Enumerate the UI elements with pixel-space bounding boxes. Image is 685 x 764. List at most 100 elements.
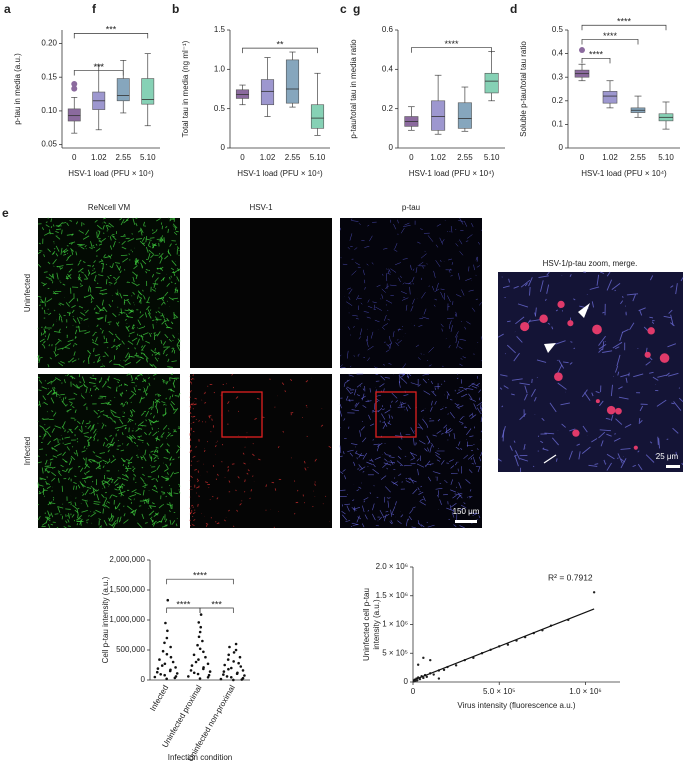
texture: [540, 440, 544, 444]
texture: [41, 227, 44, 231]
point: [197, 635, 201, 639]
box: [116, 78, 130, 102]
texture: [429, 441, 431, 444]
texture: [237, 476, 240, 479]
texture: [506, 344, 516, 354]
texture: [103, 519, 108, 526]
sig-label: ****: [589, 50, 604, 60]
texture: [90, 424, 94, 432]
point: [174, 666, 177, 669]
texture: [399, 402, 407, 406]
texture: [109, 416, 113, 420]
texture: [450, 325, 453, 332]
texture: [473, 264, 475, 271]
texture: [290, 378, 293, 382]
texture: [346, 301, 353, 306]
x-tick-label: 0: [240, 153, 245, 162]
texture: [639, 405, 644, 412]
texture: [206, 524, 208, 527]
texture: [339, 445, 342, 454]
texture: [41, 343, 44, 346]
texture: [131, 381, 135, 384]
texture: [118, 266, 121, 271]
texture: [354, 450, 358, 454]
texture: [88, 382, 96, 384]
texture: [513, 440, 516, 443]
texture: [303, 460, 306, 464]
box: [141, 78, 155, 105]
texture: [37, 251, 42, 254]
texture: [391, 513, 394, 515]
texture: [81, 420, 85, 425]
sig-label: ***: [211, 599, 222, 609]
texture: [79, 330, 87, 332]
texture: [417, 487, 420, 491]
texture: [90, 296, 93, 301]
texture: [160, 277, 166, 282]
texture: [68, 468, 71, 473]
texture: [591, 438, 598, 443]
point: [169, 645, 172, 649]
texture: [92, 341, 99, 346]
point: [226, 658, 230, 661]
texture: [60, 361, 65, 364]
texture: [119, 520, 121, 522]
texture: [477, 466, 481, 473]
texture: [156, 331, 161, 337]
texture: [624, 423, 632, 428]
texture: [444, 406, 447, 409]
texture: [43, 328, 46, 334]
texture: [451, 512, 455, 518]
texture: [101, 299, 104, 306]
texture: [351, 220, 359, 222]
texture: [551, 437, 559, 446]
texture: [638, 307, 646, 312]
texture: [569, 362, 573, 365]
texture: [372, 439, 375, 441]
texture: [48, 274, 53, 278]
texture: [39, 249, 43, 252]
sig-bracket: [199, 607, 234, 613]
texture: [412, 506, 416, 509]
texture: [166, 380, 169, 385]
texture: [145, 419, 147, 422]
texture: [68, 513, 70, 519]
texture: [256, 397, 260, 400]
outlier: [579, 47, 585, 54]
texture: [141, 344, 146, 351]
texture: [388, 363, 392, 365]
texture: [71, 249, 74, 255]
texture: [422, 418, 427, 425]
texture: [443, 380, 446, 382]
texture: [122, 463, 125, 467]
texture: [146, 296, 150, 303]
texture: [474, 512, 479, 515]
texture: [398, 473, 402, 477]
texture: [42, 418, 49, 420]
texture: [476, 448, 479, 451]
y-tick-label: 0.05: [41, 140, 57, 149]
texture: [136, 352, 138, 355]
texture: [174, 226, 177, 231]
texture: [520, 321, 530, 332]
texture: [95, 311, 98, 314]
texture: [86, 448, 88, 450]
texture: [102, 225, 105, 230]
texture: [426, 359, 429, 362]
texture: [369, 492, 371, 495]
texture: [407, 477, 411, 479]
texture: [480, 406, 483, 412]
texture: [123, 513, 126, 517]
y-axis-label: Soluble p-tau/total tau ratio: [519, 41, 528, 137]
texture: [454, 493, 462, 496]
texture: [551, 326, 554, 330]
texture: [136, 445, 139, 447]
point: [169, 655, 173, 659]
texture: [401, 402, 404, 404]
texture: [145, 340, 150, 344]
texture: [390, 509, 392, 517]
texture: [59, 302, 65, 306]
texture: [470, 457, 473, 460]
texture: [72, 383, 79, 389]
texture: [380, 298, 382, 300]
